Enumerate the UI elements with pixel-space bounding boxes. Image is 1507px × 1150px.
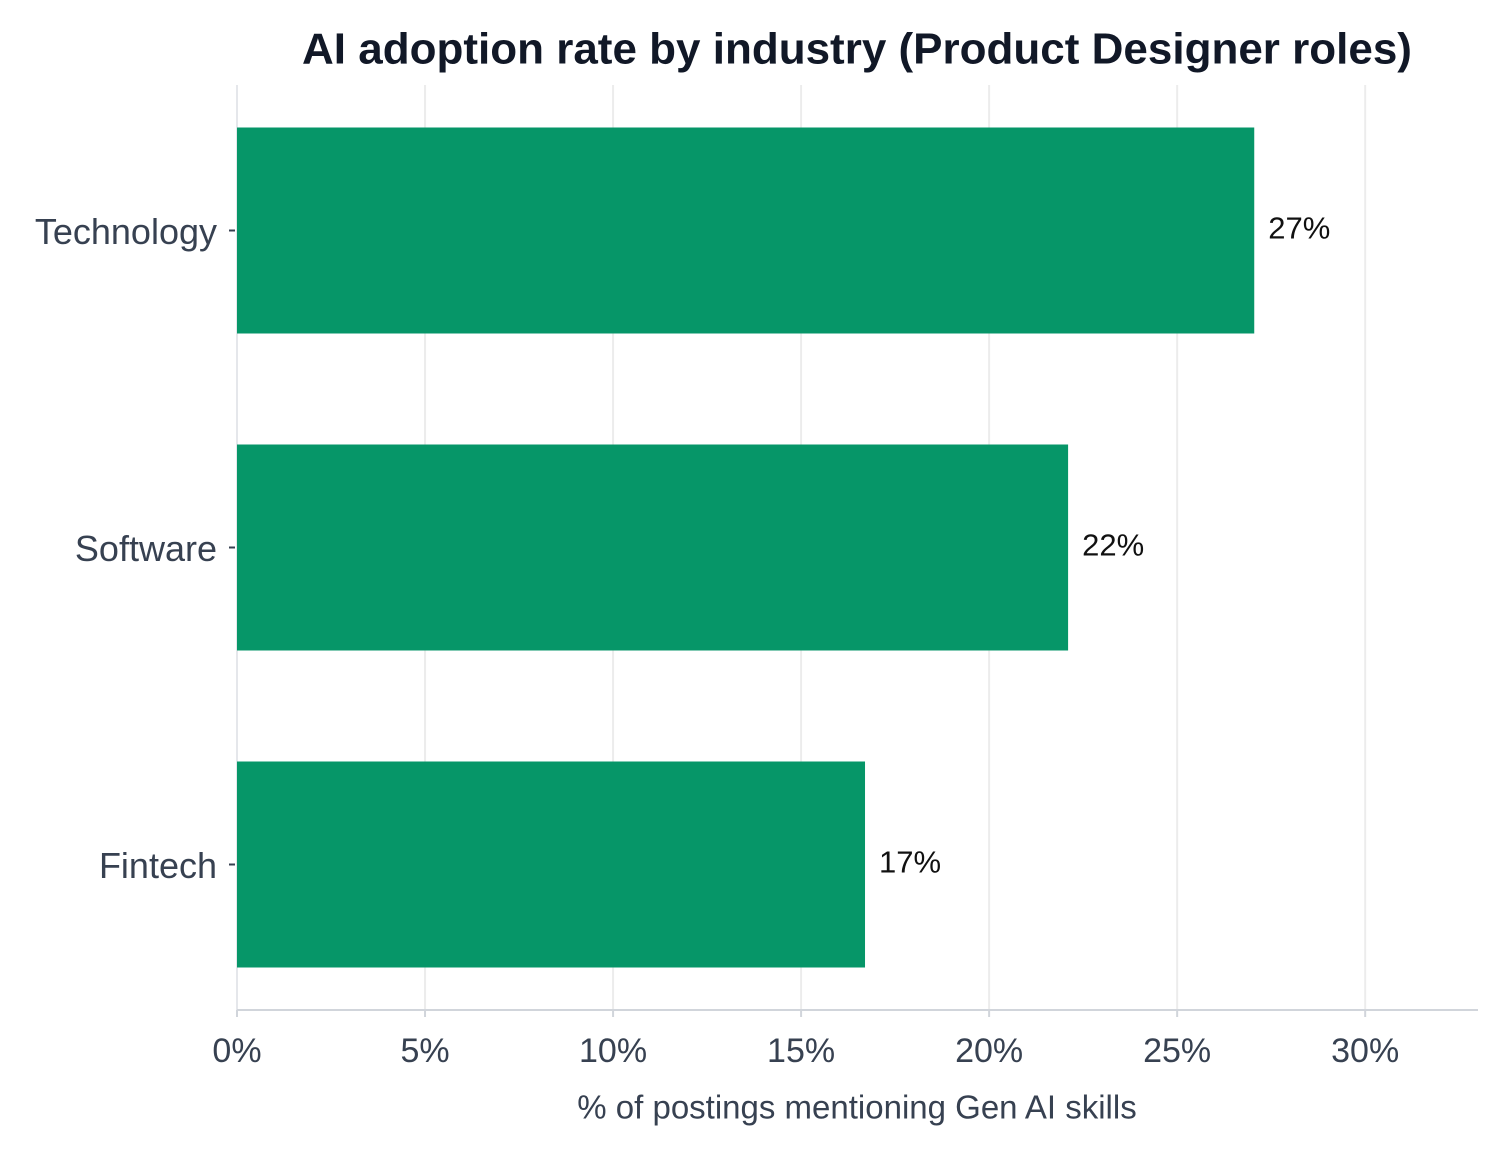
x-tick-label: 10%: [579, 1032, 647, 1070]
x-tick-label: 0%: [212, 1032, 261, 1070]
y-tick-label: Software: [75, 528, 217, 569]
x-tick-label: 20%: [955, 1032, 1023, 1070]
x-tick-label: 15%: [767, 1032, 835, 1070]
value-label: 17%: [879, 845, 941, 880]
bar: [237, 444, 1069, 651]
x-tick-label: 30%: [1331, 1032, 1399, 1070]
chart-title: AI adoption rate by industry (Product De…: [302, 25, 1412, 74]
y-tick-label: Technology: [35, 211, 217, 252]
bar: [237, 127, 1255, 334]
value-label: 22%: [1082, 528, 1144, 563]
y-tick-label: Fintech: [99, 845, 217, 886]
x-tick-label: 25%: [1143, 1032, 1211, 1070]
value-label: 27%: [1268, 211, 1330, 246]
x-tick-label: 5%: [400, 1032, 449, 1070]
x-axis-label: % of postings mentioning Gen AI skills: [577, 1089, 1136, 1126]
bar: [237, 761, 866, 968]
